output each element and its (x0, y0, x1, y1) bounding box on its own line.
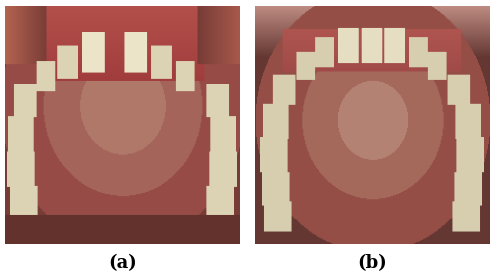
Text: (b): (b) (358, 254, 388, 272)
Text: (a): (a) (108, 254, 137, 272)
